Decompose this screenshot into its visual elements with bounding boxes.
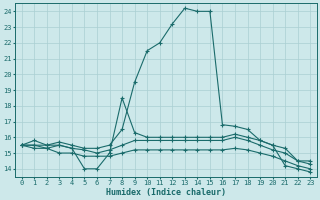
X-axis label: Humidex (Indice chaleur): Humidex (Indice chaleur) [106,188,226,197]
